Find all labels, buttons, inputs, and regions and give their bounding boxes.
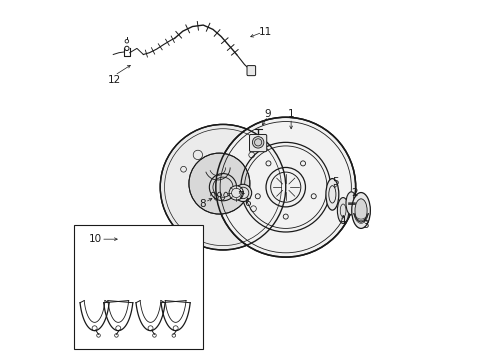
Text: 4: 4	[339, 216, 346, 226]
Text: 7: 7	[237, 191, 244, 201]
Text: 8: 8	[199, 199, 206, 210]
Text: 3: 3	[362, 220, 368, 230]
Text: 9: 9	[264, 109, 270, 119]
Text: 6: 6	[244, 198, 250, 208]
Circle shape	[234, 184, 251, 202]
Text: 2: 2	[351, 188, 358, 198]
Ellipse shape	[351, 193, 369, 228]
Ellipse shape	[325, 179, 338, 210]
Text: 5: 5	[332, 177, 339, 187]
Text: 10: 10	[89, 234, 102, 244]
Circle shape	[252, 136, 264, 148]
Bar	[74, 225, 203, 348]
Circle shape	[228, 186, 243, 200]
Circle shape	[160, 125, 285, 250]
Text: 12: 12	[108, 75, 121, 85]
Text: 1: 1	[287, 109, 294, 119]
FancyBboxPatch shape	[246, 66, 255, 76]
FancyBboxPatch shape	[249, 134, 266, 152]
Ellipse shape	[337, 198, 348, 224]
Circle shape	[124, 46, 129, 50]
Circle shape	[215, 117, 355, 257]
Ellipse shape	[354, 199, 366, 222]
Text: 11: 11	[258, 27, 271, 37]
Circle shape	[188, 153, 249, 214]
Ellipse shape	[346, 192, 356, 215]
